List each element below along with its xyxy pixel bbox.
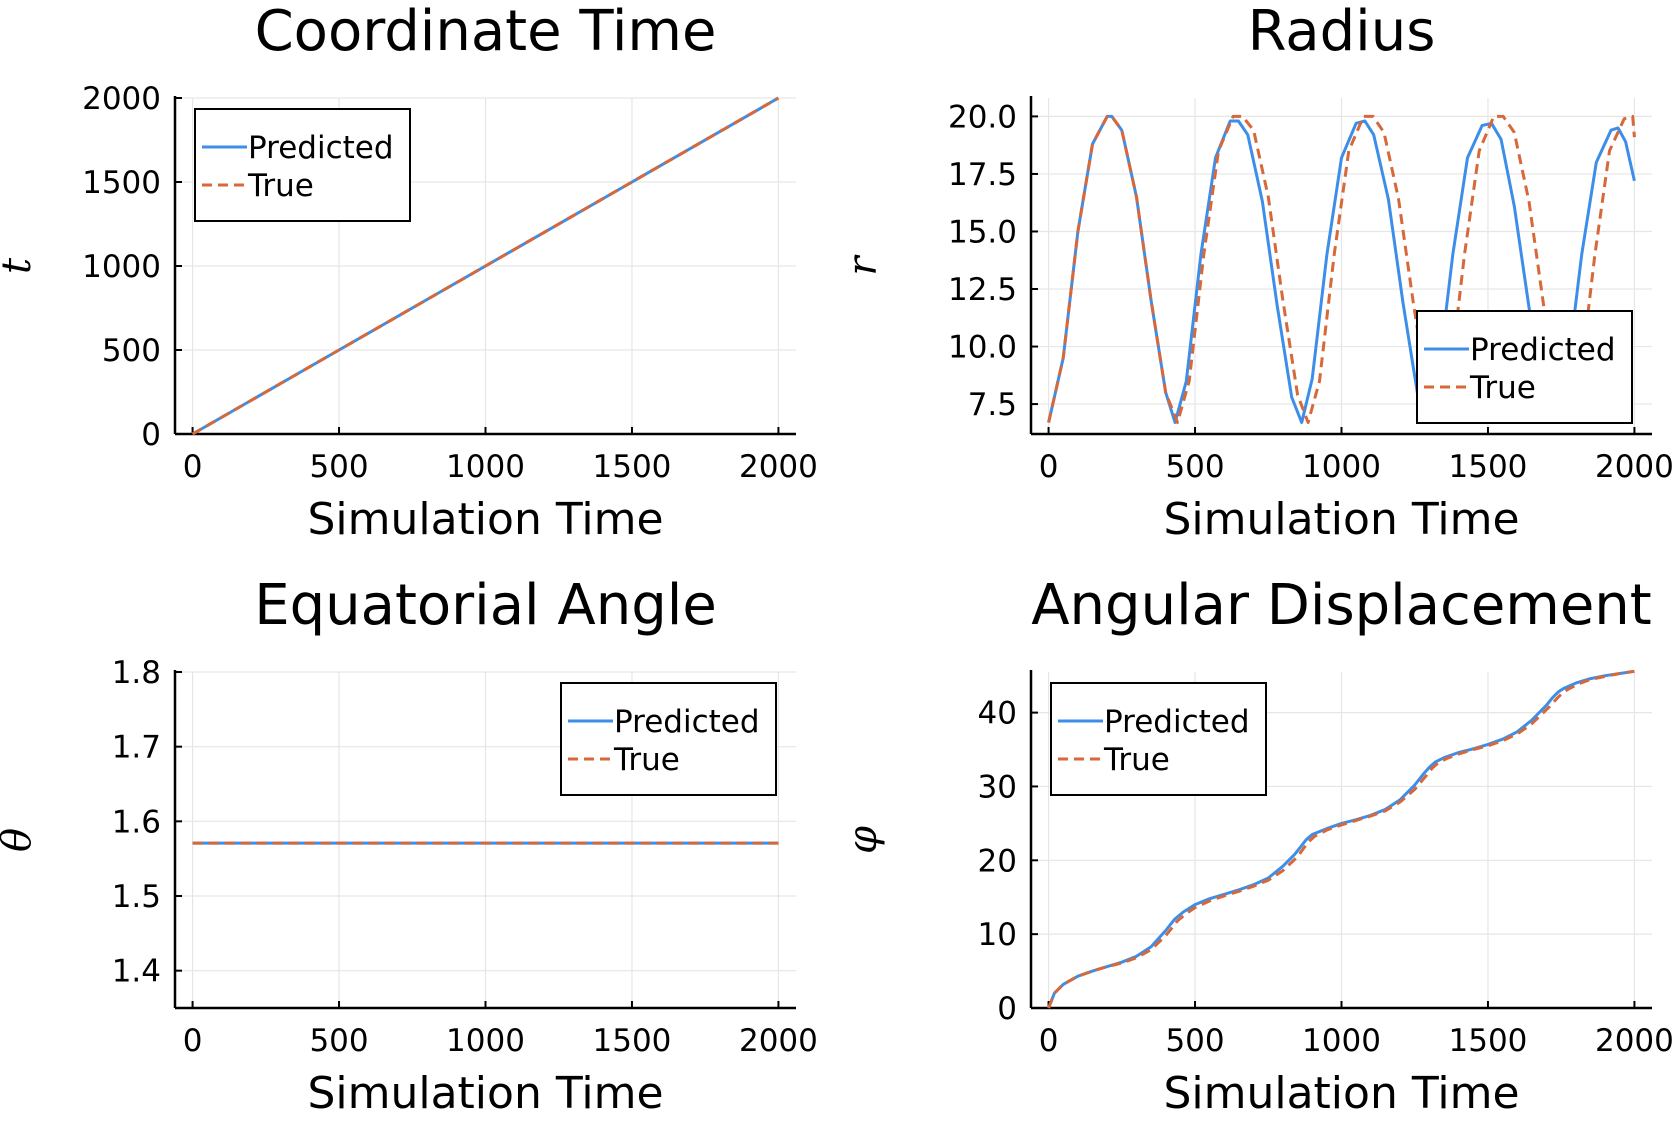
legend-label: Predicted bbox=[1104, 704, 1250, 740]
legend-label: Predicted bbox=[614, 704, 760, 740]
x-tick-label: 1500 bbox=[1449, 1023, 1528, 1059]
x-tick-label: 0 bbox=[1039, 1023, 1059, 1059]
legend-box bbox=[1050, 682, 1267, 796]
chart-angular-displacement: 0 500 1000 1500 2000 0 10 20 30 40 Angular Displac… bbox=[840, 573, 1674, 1119]
y-tick-label: 12.5 bbox=[948, 272, 1017, 308]
y-tick-label: 40 bbox=[978, 696, 1017, 732]
x-tick-label: 2000 bbox=[739, 449, 818, 485]
y-tick-label: 1.5 bbox=[112, 879, 161, 915]
x-tick-label: 0 bbox=[1039, 449, 1059, 485]
chart-title: Equatorial Angle bbox=[254, 573, 717, 638]
y-axis-label: r bbox=[840, 254, 886, 276]
y-tick-label: 15.0 bbox=[948, 214, 1017, 250]
legend-box bbox=[194, 108, 411, 222]
x-tick-label: 500 bbox=[1165, 1023, 1224, 1059]
y-tick-label: 0 bbox=[141, 417, 161, 453]
y-tick-label: 1.8 bbox=[112, 655, 161, 691]
legend-label: True bbox=[1103, 742, 1170, 778]
x-tick-label: 0 bbox=[183, 1023, 203, 1059]
y-axis-label: t bbox=[0, 257, 40, 274]
y-tick-label: 20 bbox=[978, 843, 1017, 879]
y-tick-label: 0 bbox=[997, 991, 1017, 1027]
y-tick-label: 1000 bbox=[82, 249, 161, 285]
x-tick-label: 0 bbox=[183, 449, 203, 485]
y-tick-label: 1.6 bbox=[112, 804, 161, 840]
x-tick-label: 1000 bbox=[1302, 1023, 1381, 1059]
x-tick-label: 2000 bbox=[739, 1023, 818, 1059]
x-tick-label: 1500 bbox=[1449, 449, 1528, 485]
y-tick-label: 2000 bbox=[82, 81, 161, 117]
x-tick-label: 2000 bbox=[1595, 449, 1674, 485]
x-tick-label: 2000 bbox=[1595, 1023, 1674, 1059]
x-tick-label: 500 bbox=[309, 449, 368, 485]
legend-box bbox=[560, 682, 777, 796]
y-tick-label: 10.0 bbox=[948, 330, 1017, 366]
x-axis-label: Simulation Time bbox=[1163, 1068, 1519, 1119]
legend-label: Predicted bbox=[248, 130, 394, 166]
y-tick-label: 17.5 bbox=[948, 157, 1017, 193]
y-tick-label: 30 bbox=[978, 769, 1017, 805]
y-tick-label: 1500 bbox=[82, 165, 161, 201]
chart-title: Radius bbox=[1248, 0, 1436, 64]
y-tick-label: 500 bbox=[102, 333, 161, 369]
chart-coordinate-time: 0 500 1000 1500 2000 0 500 1000 1500 2000 Coordina… bbox=[0, 0, 818, 545]
legend-label: True bbox=[247, 168, 314, 204]
x-tick-label: 1000 bbox=[1302, 449, 1381, 485]
legend-label: True bbox=[1469, 370, 1536, 406]
y-tick-label: 10 bbox=[978, 917, 1017, 953]
chart-equatorial-angle: 0 500 1000 1500 2000 1.4 1.5 1.6 1.7 1.8 Equatoria… bbox=[0, 573, 818, 1119]
x-axis-label: Simulation Time bbox=[307, 494, 663, 545]
y-tick-label: 1.4 bbox=[112, 954, 161, 990]
y-tick-label: 1.7 bbox=[112, 730, 161, 766]
x-axis-label: Simulation Time bbox=[307, 1068, 663, 1119]
legend-box bbox=[1416, 310, 1633, 424]
chart-radius: 0 500 1000 1500 2000 7.5 10.0 12.5 15.0 17.5 20.0 R… bbox=[840, 0, 1674, 545]
legend-label: True bbox=[613, 742, 680, 778]
y-tick-label: 7.5 bbox=[968, 387, 1017, 423]
x-tick-label: 1000 bbox=[446, 449, 525, 485]
x-tick-label: 1000 bbox=[446, 1023, 525, 1059]
chart-title: Angular Displacement bbox=[1031, 573, 1652, 638]
x-tick-label: 500 bbox=[1165, 449, 1224, 485]
x-tick-label: 1500 bbox=[593, 449, 672, 485]
series-line-true bbox=[191, 96, 780, 436]
y-axis-label: φ bbox=[840, 826, 886, 854]
legend-label: Predicted bbox=[1470, 332, 1616, 368]
x-tick-label: 1500 bbox=[593, 1023, 672, 1059]
series-line-true bbox=[1047, 669, 1635, 1009]
x-tick-label: 500 bbox=[309, 1023, 368, 1059]
y-tick-label: 20.0 bbox=[948, 99, 1017, 135]
x-axis-label: Simulation Time bbox=[1163, 494, 1519, 545]
chart-title: Coordinate Time bbox=[255, 0, 717, 64]
y-axis-label: θ bbox=[0, 828, 40, 852]
